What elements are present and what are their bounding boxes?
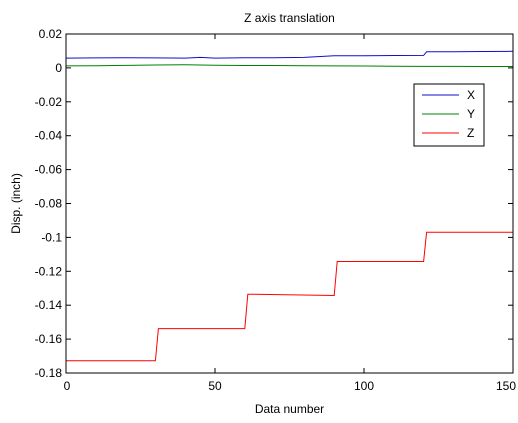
chart-title: Z axis translation — [244, 11, 335, 25]
legend-box — [413, 83, 485, 147]
legend-label-x: X — [467, 88, 475, 102]
y-tick-label: -0.06 — [35, 163, 63, 177]
legend-label-z: Z — [467, 126, 474, 140]
y-tick-label: -0.16 — [35, 332, 63, 346]
y-tick-label: 0 — [55, 61, 62, 75]
series-line-z — [66, 231, 513, 362]
series-line-y — [65, 64, 513, 67]
y-tick-label: -0.04 — [35, 129, 63, 143]
x-tick-label: 0 — [64, 379, 71, 393]
x-tick-label: 150 — [496, 379, 516, 393]
legend: XYZ — [413, 83, 485, 147]
series-line-x — [65, 50, 514, 59]
y-tick-label: 0.02 — [39, 27, 63, 41]
x-tick-label: 50 — [208, 379, 222, 393]
legend-label-y: Y — [467, 107, 475, 121]
y-tick-label: -0.1 — [41, 230, 62, 244]
x-axis-label: Data number — [255, 402, 324, 416]
y-tick-label: -0.02 — [35, 95, 63, 109]
y-tick-label: -0.08 — [35, 197, 63, 211]
x-tick-label: 100 — [354, 379, 374, 393]
y-tick-label: -0.14 — [35, 298, 63, 312]
y-tick-label: -0.12 — [35, 264, 63, 278]
axes: 0.02 0 -0.02 -0.04 -0.06 -0.08 -0.1 -0.12 -0.14 -… — [35, 27, 517, 393]
y-tick-label: -0.18 — [35, 366, 63, 380]
y-axis-label: Disp. (inch) — [9, 173, 23, 234]
